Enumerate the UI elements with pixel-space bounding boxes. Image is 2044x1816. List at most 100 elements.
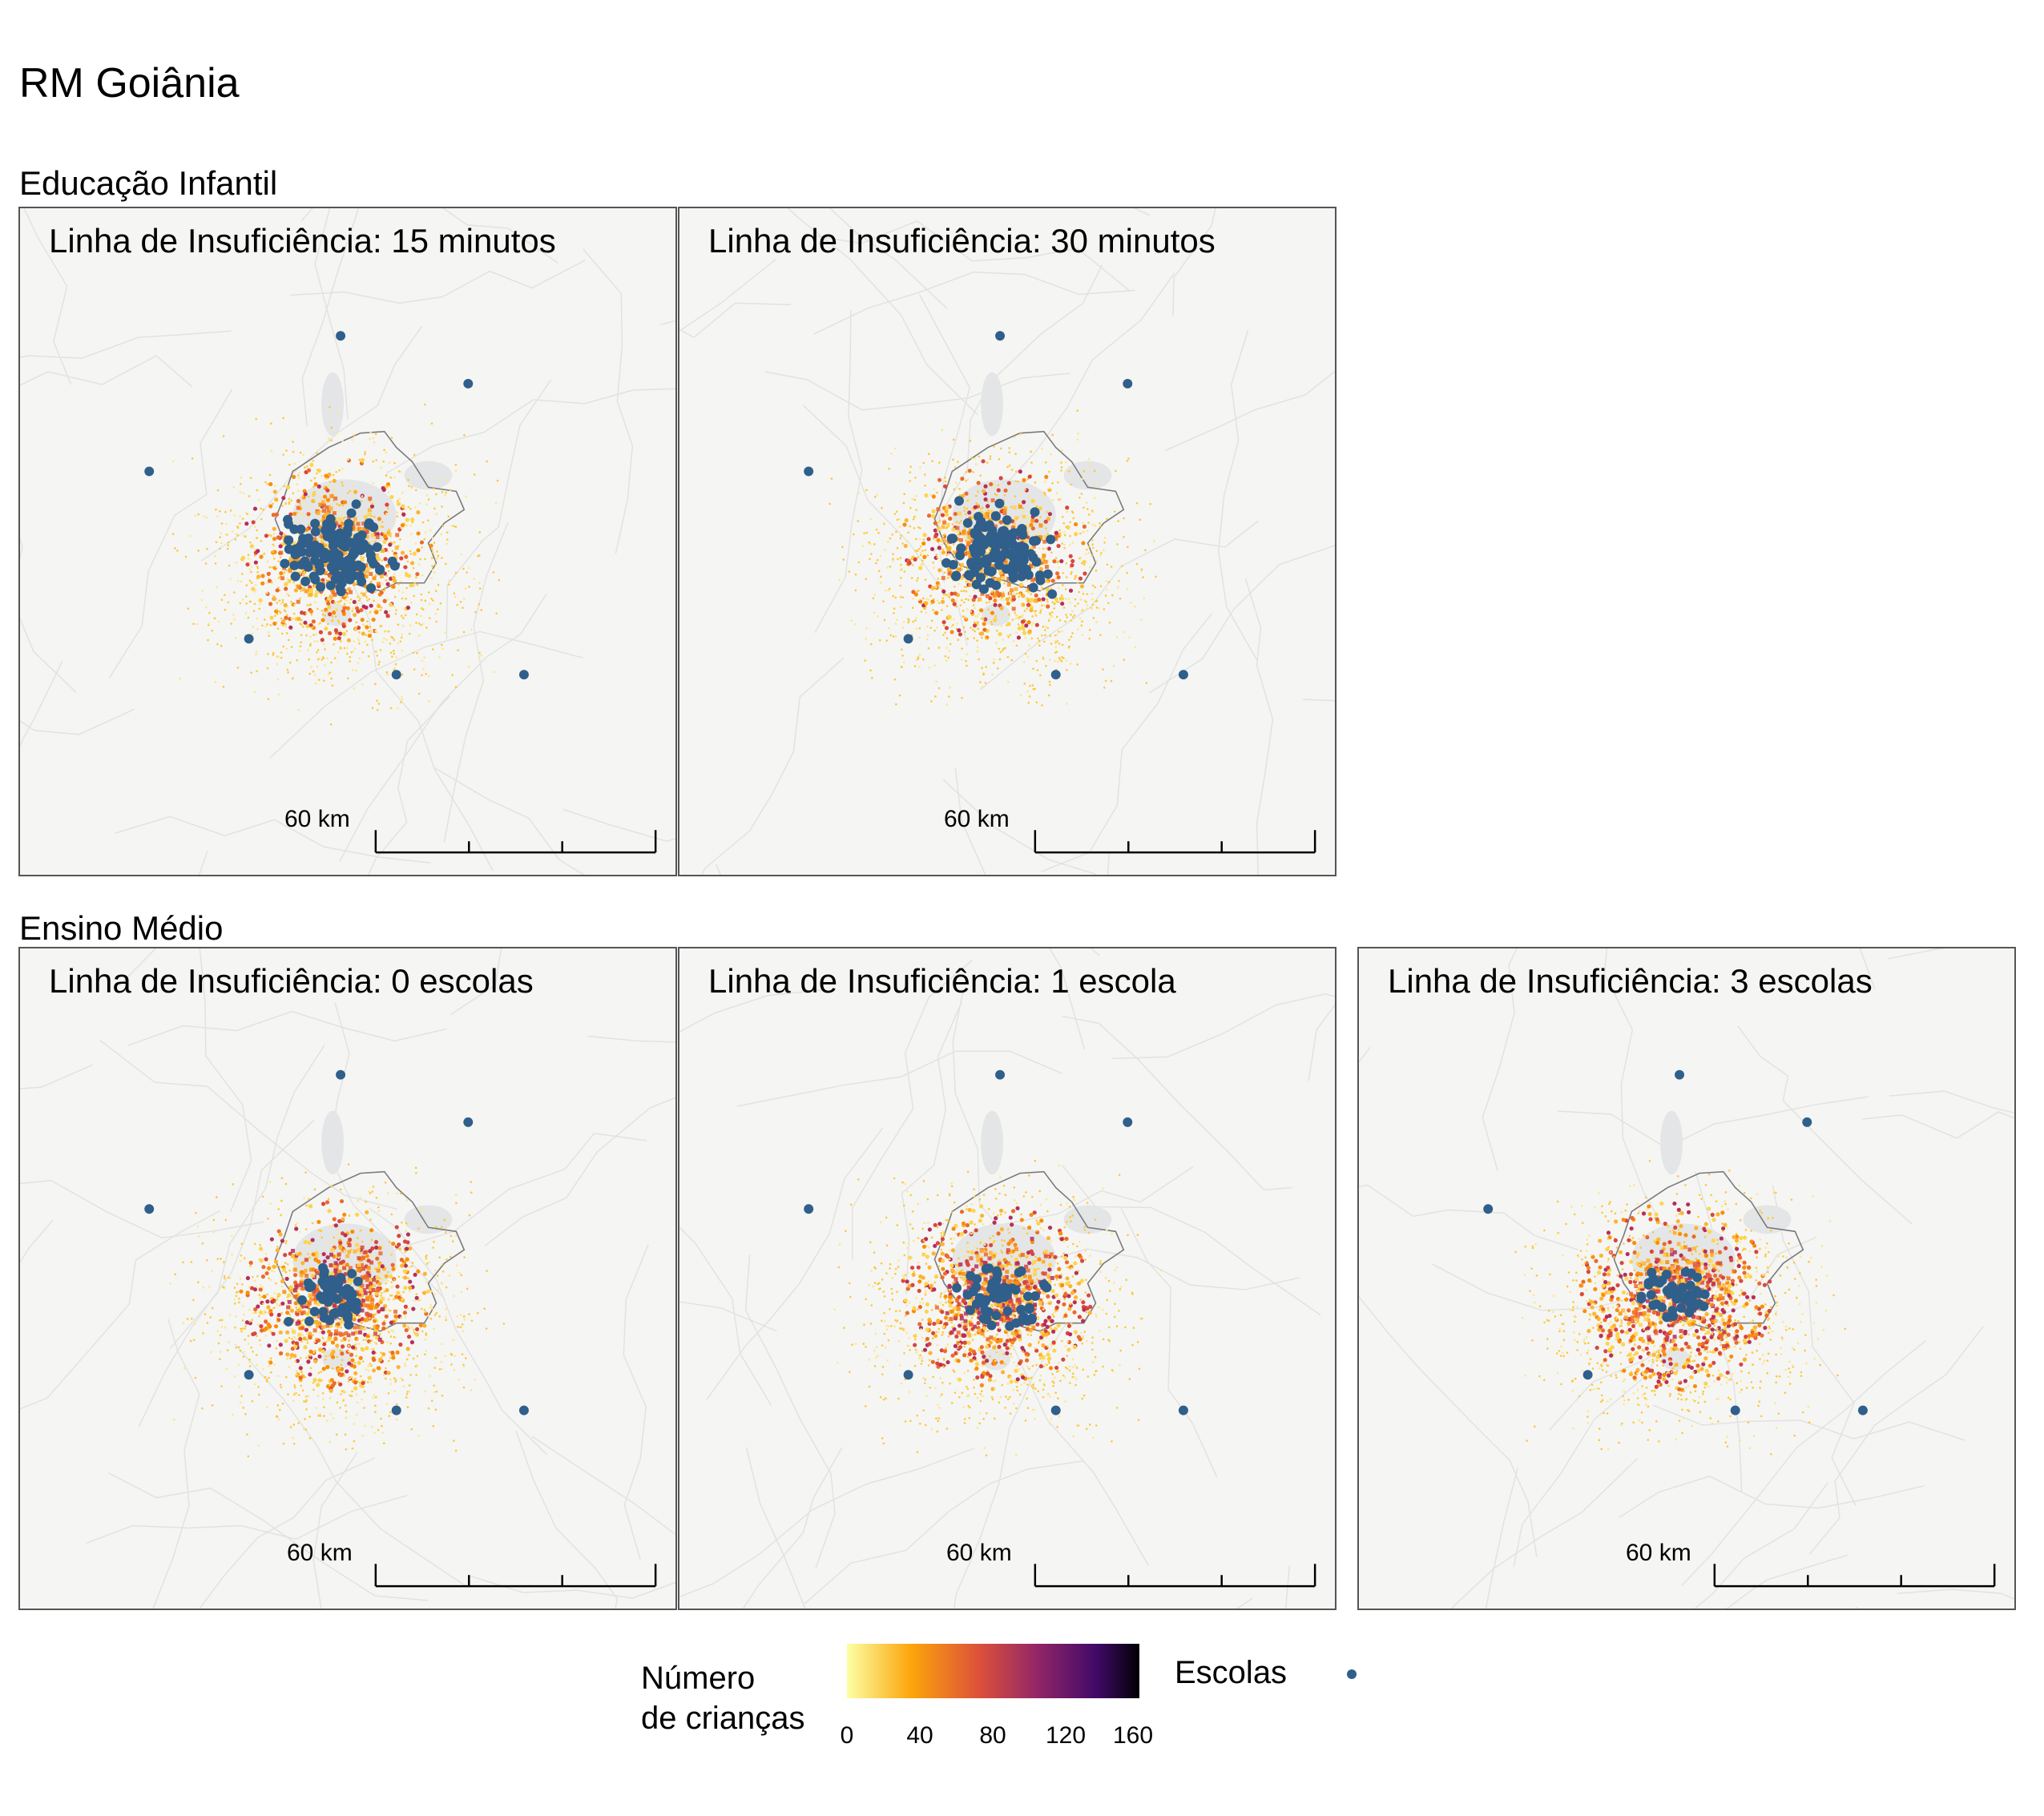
school-point: [975, 519, 986, 529]
school-point: [1671, 1286, 1682, 1296]
map-panel-3-escolas: Linha de Insuficiência: 3 escolas 60 km: [1357, 947, 2016, 1610]
school-point: [327, 1290, 337, 1300]
school-point: [972, 1274, 982, 1284]
school-point: [1730, 1405, 1740, 1415]
basemap-roads: [1359, 948, 2014, 1609]
school-point: [984, 520, 994, 530]
legend-colorbar: [847, 1644, 1139, 1698]
school-point: [1023, 1291, 1033, 1302]
school-point: [1657, 1275, 1667, 1286]
map-canvas: [679, 208, 1335, 875]
map-canvas: [20, 948, 675, 1609]
school-point: [966, 558, 976, 568]
school-point: [304, 547, 314, 558]
school-point: [956, 543, 966, 554]
school-point: [984, 1263, 994, 1274]
school-point: [1028, 582, 1038, 593]
school-point: [372, 542, 382, 552]
scale-bar-line: [374, 830, 657, 854]
school-point: [337, 1307, 347, 1318]
school-point: [314, 558, 325, 569]
scale-bar-line: [1713, 1564, 1996, 1588]
scale-label: 60 km: [284, 806, 350, 832]
school-point: [996, 552, 1006, 562]
metro-boundary: [274, 1170, 466, 1332]
school-point: [1123, 378, 1133, 389]
school-point: [1050, 670, 1061, 680]
school-point: [1050, 1405, 1061, 1415]
school-point: [1802, 1117, 1812, 1127]
school-point: [804, 1204, 814, 1214]
school-point: [1014, 563, 1025, 574]
school-point: [1017, 524, 1027, 534]
school-point: [336, 1069, 346, 1080]
school-point: [1667, 1306, 1678, 1316]
school-point: [346, 508, 357, 518]
school-point: [308, 571, 319, 582]
school-point: [1636, 1294, 1647, 1304]
school-point: [333, 550, 344, 560]
school-point: [306, 1281, 316, 1291]
children-grid-dots: [833, 1159, 1163, 1457]
scale-bar: 60 km: [20, 795, 675, 875]
legend-tick: 160: [1112, 1722, 1154, 1749]
school-point: [1030, 507, 1040, 517]
school-point: [1123, 1117, 1133, 1127]
school-point: [1676, 1303, 1687, 1313]
map-panel-0-escolas: Linha de Insuficiência: 0 escolas 60 km: [18, 947, 677, 1610]
school-point: [289, 560, 300, 570]
school-point: [357, 530, 367, 541]
scale-bar: 60 km: [20, 1528, 675, 1609]
school-point: [941, 558, 952, 568]
section-title-infantil: Educação Infantil: [19, 164, 278, 202]
scale-bar-line: [1034, 1564, 1316, 1588]
school-point: [296, 524, 306, 534]
school-point: [345, 1286, 355, 1296]
school-point: [296, 559, 307, 570]
school-point: [518, 1405, 529, 1415]
basemap-roads: [679, 948, 1335, 1609]
school-point: [366, 555, 377, 565]
school-point: [975, 573, 986, 583]
map-canvas: [679, 948, 1335, 1609]
school-point: [349, 546, 359, 557]
panel-title: Linha de Insuficiência: 30 minutos: [708, 222, 1216, 260]
school-point: [903, 1370, 913, 1380]
school-point: [357, 577, 367, 587]
panel-title: Linha de Insuficiência: 15 minutos: [49, 222, 556, 260]
school-point: [353, 1276, 363, 1287]
school-point: [974, 535, 984, 546]
school-point: [1662, 1312, 1672, 1323]
school-point: [340, 538, 350, 548]
school-point: [1178, 1405, 1188, 1415]
school-point: [804, 466, 814, 477]
school-point: [962, 1290, 973, 1300]
school-point: [284, 535, 294, 546]
school-point: [1699, 1289, 1710, 1299]
school-point: [284, 1316, 294, 1327]
school-point: [1011, 1318, 1022, 1328]
school-points: [1483, 1069, 1868, 1415]
scale-bar: 60 km: [679, 1528, 1335, 1609]
school-point: [1178, 670, 1188, 680]
school-point: [310, 518, 321, 529]
school-point: [1857, 1405, 1868, 1415]
school-point: [343, 555, 353, 566]
school-point: [995, 1069, 1006, 1080]
school-point: [375, 564, 385, 574]
school-point: [244, 634, 254, 644]
school-point: [244, 1370, 254, 1380]
school-point: [347, 1268, 357, 1278]
school-point: [344, 1319, 354, 1330]
map-panel-15-minutos: Linha de Insuficiência: 15 minutos 60 km: [18, 207, 677, 876]
school-point: [1699, 1301, 1709, 1311]
school-point: [280, 558, 290, 569]
school-point: [1042, 569, 1053, 579]
school-points: [804, 1069, 1188, 1415]
school-point: [1689, 1302, 1699, 1312]
scale-label: 60 km: [287, 1540, 353, 1566]
school-point: [300, 576, 311, 586]
legend-fill-title-line1: Número: [641, 1661, 756, 1696]
school-point: [297, 1295, 307, 1305]
panel-title: Linha de Insuficiência: 1 escola: [708, 962, 1176, 1000]
